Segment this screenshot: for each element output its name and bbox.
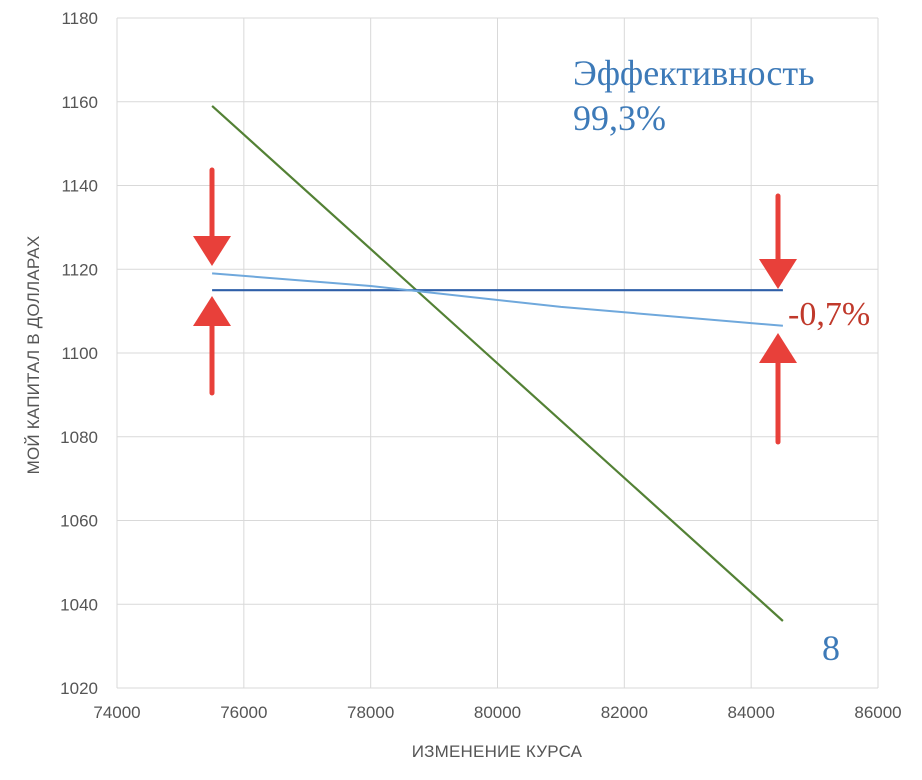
red-arrow <box>193 167 231 266</box>
y-tick-label: 1040 <box>60 595 98 614</box>
x-tick-label: 82000 <box>601 703 648 722</box>
change-value: -0,7% <box>788 296 870 333</box>
x-axis-title: ИЗМЕНЕНИЕ КУРСА <box>412 742 583 761</box>
x-tick-label: 76000 <box>220 703 267 722</box>
y-axis-title: МОЙ КАПИТАЛ В ДОЛЛАРАХ <box>24 236 43 475</box>
efficiency-value: 99,3% <box>573 98 666 138</box>
y-tick-labels: 1020 1040 1060 1080 1100 1120 1140 1160 1180 <box>60 9 98 698</box>
red-arrow <box>193 296 231 396</box>
red-arrow <box>759 193 797 289</box>
y-tick-label: 1140 <box>61 177 98 196</box>
series-lines <box>211 105 784 622</box>
spot-position-line <box>211 105 784 622</box>
x-tick-label: 80000 <box>474 703 521 722</box>
x-tick-label: 74000 <box>93 703 140 722</box>
y-tick-label: 1100 <box>61 344 98 363</box>
grid-lines <box>116 17 879 689</box>
y-tick-label: 1060 <box>60 512 98 531</box>
x-tick-labels: 74000 76000 78000 80000 82000 84000 86000 <box>93 703 901 722</box>
y-tick-label: 1180 <box>61 9 98 28</box>
arrows <box>193 167 797 445</box>
y-tick-label: 1080 <box>60 428 98 447</box>
y-tick-label: 1160 <box>61 93 98 112</box>
hedged-portfolio-line <box>212 272 783 327</box>
x-tick-label: 84000 <box>728 703 775 722</box>
y-tick-label: 1020 <box>60 679 98 698</box>
x-tick-label: 78000 <box>347 703 394 722</box>
y-tick-label: 1120 <box>61 260 98 279</box>
x-tick-label: 86000 <box>854 703 901 722</box>
efficiency-label: Эффективность <box>573 53 815 93</box>
red-arrow <box>759 333 797 445</box>
corner-number: 8 <box>822 628 840 668</box>
